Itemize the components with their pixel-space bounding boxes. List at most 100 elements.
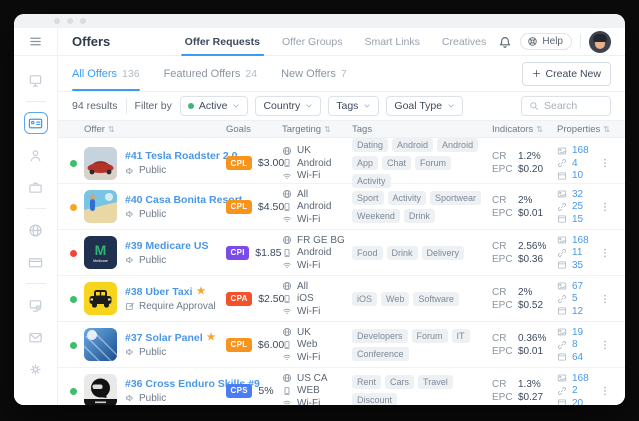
links-count[interactable]: 8 — [557, 339, 597, 350]
tag-chip[interactable]: Chat — [382, 156, 412, 170]
create-new-button[interactable]: Create New — [521, 61, 611, 86]
sidebar-item-automation[interactable] — [24, 294, 48, 316]
links-count[interactable]: 4 — [557, 158, 597, 169]
filter-dropdown-goal-type[interactable]: Goal Type — [386, 96, 464, 116]
kebab-menu-icon[interactable] — [599, 157, 611, 169]
tag-chip[interactable]: Sportwear — [430, 190, 482, 205]
sort-icon[interactable]: ⇅ — [107, 124, 115, 134]
sidebar-item-network[interactable] — [24, 219, 48, 241]
tag-chip[interactable]: IT — [451, 328, 470, 343]
tag-chip[interactable]: Sport — [352, 190, 384, 205]
subtab-all-offers[interactable]: All Offers 136 — [72, 56, 140, 91]
table-row[interactable]: #37 Solar Panel ★ Public CPL $6.00 UK Web Wi-Fi… — [58, 322, 625, 368]
search-box[interactable] — [521, 96, 611, 116]
offer-name-link[interactable]: #37 Solar Panel — [125, 331, 203, 344]
window-minimize-button[interactable] — [67, 18, 73, 24]
column-header-properties[interactable]: Properties ⇅ — [557, 124, 610, 135]
kebab-menu-icon[interactable] — [599, 247, 611, 259]
creatives-count[interactable]: 67 — [557, 281, 597, 292]
column-header-offer[interactable]: Offer ⇅ — [84, 124, 226, 135]
pages-count[interactable]: 35 — [557, 260, 597, 271]
window-close-button[interactable] — [54, 18, 60, 24]
sidebar-item-affiliates[interactable] — [24, 144, 48, 166]
sidebar-item-dashboard[interactable] — [24, 69, 48, 91]
pages-count[interactable]: 15 — [557, 214, 597, 225]
search-input[interactable] — [544, 100, 603, 112]
tag-chip[interactable]: Cars — [385, 374, 415, 389]
tab-offer-groups[interactable]: Offer Groups — [281, 35, 343, 48]
tag-chip[interactable]: Conference — [352, 346, 409, 361]
tag-chip[interactable]: Weekend — [352, 208, 400, 223]
notifications-bell-icon[interactable] — [498, 35, 512, 49]
help-button[interactable]: Help — [520, 33, 572, 50]
links-count[interactable]: 11 — [557, 247, 597, 258]
tab-offer-requests[interactable]: Offer Requests — [180, 28, 265, 56]
offer-name-link[interactable]: #39 Medicare US — [125, 239, 209, 252]
creatives-count[interactable]: 19 — [557, 327, 597, 338]
offer-name-link[interactable]: #40 Casa Bonita Resort — [125, 193, 243, 206]
table-row[interactable]: #40 Casa Bonita Resort Public CPL $4.50 All A… — [58, 184, 625, 230]
creatives-count[interactable]: 168 — [557, 235, 597, 246]
kebab-menu-icon[interactable] — [599, 201, 611, 213]
tag-chip[interactable]: Software — [413, 291, 459, 306]
column-header-targeting[interactable]: Targeting ⇅ — [282, 124, 352, 135]
tag-chip[interactable]: Food — [352, 245, 383, 260]
sidebar-item-settings[interactable] — [24, 358, 48, 380]
pages-count[interactable]: 12 — [557, 306, 597, 317]
tag-chip[interactable]: iOS — [352, 291, 378, 306]
table-rows: #41 Tesla Roadster 2.0 Public CPL $3.00 UK An… — [58, 138, 625, 405]
hamburger-menu-icon[interactable] — [28, 34, 43, 49]
table-row[interactable]: M Medicare #39 Medicare US Public CPI $1.85 FR… — [58, 230, 625, 276]
tag-chip[interactable]: Dating — [352, 138, 389, 152]
links-count[interactable]: 2 — [557, 385, 597, 396]
sidebar-item-messages[interactable] — [24, 326, 48, 348]
sort-icon[interactable]: ⇅ — [324, 124, 331, 134]
tag-chip[interactable]: Travel — [418, 374, 453, 389]
subtab-new-offers[interactable]: New Offers 7 — [281, 56, 347, 91]
offer-name-link[interactable]: #41 Tesla Roadster 2.0 — [125, 150, 238, 162]
sidebar-item-advertisers[interactable] — [24, 176, 48, 198]
tag-chip[interactable]: Drink — [403, 208, 435, 223]
creatives-count[interactable]: 168 — [557, 145, 597, 156]
filter-dropdown-tags[interactable]: Tags — [328, 96, 380, 116]
pages-count[interactable]: 10 — [557, 170, 597, 181]
table-row[interactable]: #41 Tesla Roadster 2.0 Public CPL $3.00 UK An… — [58, 138, 625, 188]
tab-creatives[interactable]: Creatives — [441, 35, 487, 48]
tab-smart-links[interactable]: Smart Links — [364, 35, 420, 48]
column-header-indicators[interactable]: Indicators ⇅ — [492, 124, 557, 135]
sort-icon[interactable]: ⇅ — [536, 124, 543, 134]
kebab-menu-icon[interactable] — [599, 293, 611, 305]
offer-name-link[interactable]: #38 Uber Taxi — [125, 285, 193, 298]
pages-count[interactable]: 64 — [557, 352, 597, 363]
tag-chip[interactable]: Delivery — [421, 245, 465, 260]
tag-chip[interactable]: Forum — [415, 156, 452, 170]
tag-chip[interactable]: Web — [381, 291, 410, 306]
tag-chip[interactable]: Drink — [386, 245, 418, 260]
sidebar-item-offers[interactable] — [23, 112, 48, 134]
tag-chip[interactable]: Activity — [387, 190, 427, 205]
table-row[interactable]: #36 Cross Enduro Skills #9 Public CPS 5% US … — [58, 368, 625, 405]
pages-count[interactable]: 20 — [557, 398, 597, 405]
table-row[interactable]: #38 Uber Taxi ★ Require Approval CPA $2.50 Al… — [58, 276, 625, 322]
filter-dropdown-active[interactable]: Active — [179, 96, 249, 116]
subtab-featured-offers[interactable]: Featured Offers 24 — [164, 56, 258, 91]
tag-chip[interactable]: Android — [437, 138, 479, 152]
sidebar-item-billing[interactable] — [24, 251, 48, 273]
creatives-count[interactable]: 168 — [557, 373, 597, 384]
kebab-menu-icon[interactable] — [599, 385, 611, 397]
tag-chip[interactable]: Rent — [352, 374, 382, 389]
user-avatar[interactable] — [589, 30, 611, 53]
tag-chip[interactable]: Discount — [352, 392, 398, 405]
links-count[interactable]: 25 — [557, 201, 597, 212]
links-count[interactable]: 5 — [557, 293, 597, 304]
sort-icon[interactable]: ⇅ — [603, 124, 611, 134]
tag-chip[interactable]: Activity — [352, 174, 391, 188]
filter-dropdown-country[interactable]: Country — [255, 96, 322, 116]
creatives-count[interactable]: 32 — [557, 189, 597, 200]
tag-chip[interactable]: Developers — [352, 328, 408, 343]
tag-chip[interactable]: Forum — [411, 328, 448, 343]
tag-chip[interactable]: App — [352, 156, 379, 170]
kebab-menu-icon[interactable] — [599, 339, 611, 351]
window-zoom-button[interactable] — [80, 18, 86, 24]
tag-chip[interactable]: Android — [392, 138, 434, 152]
